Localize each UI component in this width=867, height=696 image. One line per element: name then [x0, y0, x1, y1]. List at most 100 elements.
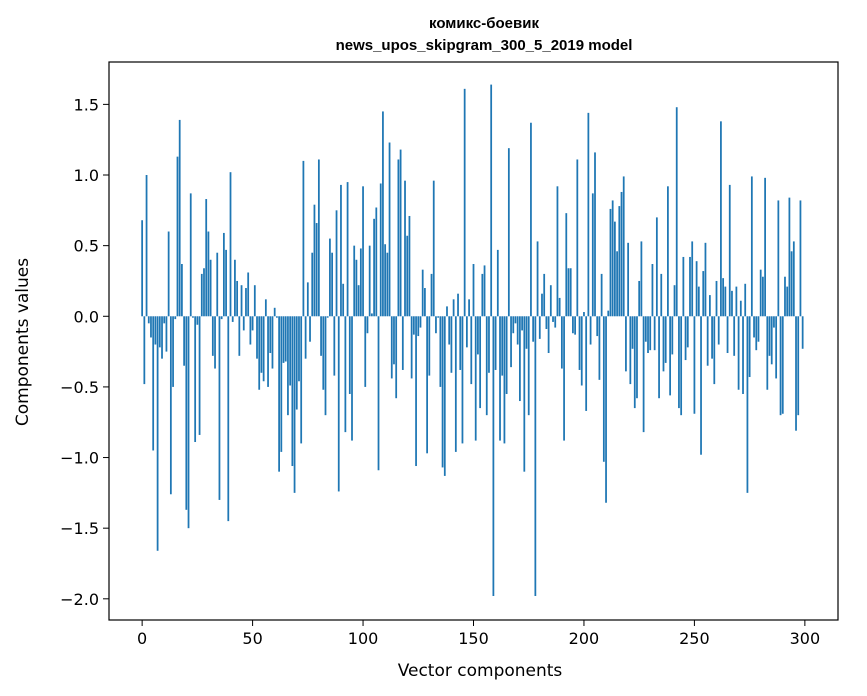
bar-29: [205, 199, 208, 317]
bar-257: [708, 295, 711, 317]
bar-3: [147, 316, 150, 324]
bar-165: [505, 316, 508, 394]
bar-132: [432, 180, 435, 317]
bar-167: [510, 316, 512, 368]
bar-104: [371, 313, 373, 317]
bar-60: [273, 307, 276, 317]
bar-32: [211, 316, 214, 356]
bar-174: [525, 316, 528, 349]
bar-284: [768, 316, 771, 356]
bar-81: [320, 316, 322, 356]
bar-110: [384, 244, 387, 317]
bar-148: [468, 299, 470, 317]
bar-222: [631, 316, 634, 349]
bar-227: [642, 316, 645, 433]
bar-133: [435, 316, 437, 334]
bar-196: [574, 316, 576, 335]
bar-289: [779, 316, 782, 416]
bar-15: [174, 316, 177, 320]
bar-184: [547, 316, 550, 354]
bar-153: [479, 316, 482, 409]
bar-36: [220, 316, 223, 320]
bar-91: [342, 283, 345, 317]
bar-76: [309, 316, 311, 342]
bar-273: [744, 283, 747, 317]
bar-244: [680, 316, 683, 416]
bar-66: [287, 316, 289, 416]
bar-232: [653, 316, 656, 351]
bar-269: [735, 286, 738, 317]
bar-73: [302, 160, 305, 317]
bar-22: [189, 193, 192, 317]
bar-177: [532, 316, 535, 342]
bar-123: [412, 316, 415, 335]
bar-47: [245, 288, 247, 317]
bar-1: [143, 316, 146, 385]
bar-274: [746, 316, 749, 493]
bar-131: [430, 273, 433, 317]
bar-247: [686, 316, 689, 348]
bar-12: [167, 231, 170, 317]
bar-224: [636, 316, 638, 399]
bar-263: [722, 278, 725, 317]
bar-101: [364, 316, 367, 387]
x-tick-label-200: 200: [569, 629, 600, 648]
bar-216: [618, 206, 621, 317]
bar-134: [437, 316, 440, 318]
bar-283: [766, 316, 769, 390]
x-tick-label-50: 50: [242, 629, 262, 648]
bar-35: [218, 316, 221, 500]
bar-236: [662, 316, 665, 372]
bar-4: [150, 316, 152, 338]
bar-240: [671, 316, 674, 355]
bar-205: [594, 152, 596, 317]
bar-103: [368, 245, 371, 317]
bar-138: [446, 306, 448, 317]
bar-46: [242, 316, 245, 331]
bar-207: [598, 316, 601, 380]
y-tick-label-3: −0.5: [60, 378, 99, 397]
bar-129: [426, 316, 428, 454]
bar-278: [755, 316, 758, 351]
bar-286: [773, 316, 775, 328]
bar-130: [428, 316, 431, 376]
bar-34: [216, 252, 219, 317]
bar-16: [176, 156, 179, 317]
bar-225: [638, 280, 641, 317]
bar-287: [775, 316, 778, 379]
x-tick-label-100: 100: [348, 629, 379, 648]
bar-175: [527, 316, 530, 416]
bar-79: [315, 223, 318, 317]
bar-2: [145, 175, 148, 317]
bar-160: [494, 316, 497, 370]
bar-154: [481, 273, 484, 317]
bar-220: [627, 242, 630, 317]
chart-title: комикс-боевик: [429, 15, 539, 32]
bar-108: [379, 183, 382, 317]
bar-217: [620, 191, 623, 317]
bar-260: [715, 280, 718, 317]
bar-202: [587, 112, 590, 317]
bar-157: [488, 316, 490, 373]
x-tick-label-0: 0: [137, 629, 147, 648]
bar-149: [470, 316, 473, 385]
bar-19: [183, 316, 185, 366]
bar-297: [797, 316, 800, 416]
bar-57: [267, 316, 269, 387]
bar-49: [249, 316, 252, 345]
bar-191: [563, 316, 565, 441]
bar-48: [247, 272, 250, 317]
bar-20: [185, 316, 188, 510]
bar-233: [655, 217, 658, 317]
bar-193: [567, 268, 570, 317]
bar-78: [313, 204, 316, 317]
bar-248: [689, 256, 691, 317]
bar-42: [234, 259, 236, 317]
bar-62: [278, 316, 280, 472]
bar-70: [295, 316, 298, 410]
bar-238: [667, 186, 669, 317]
bar-169: [514, 316, 517, 324]
bar-90: [340, 184, 342, 317]
bar-117: [399, 149, 402, 317]
y-tick-label-7: 1.5: [74, 95, 99, 114]
